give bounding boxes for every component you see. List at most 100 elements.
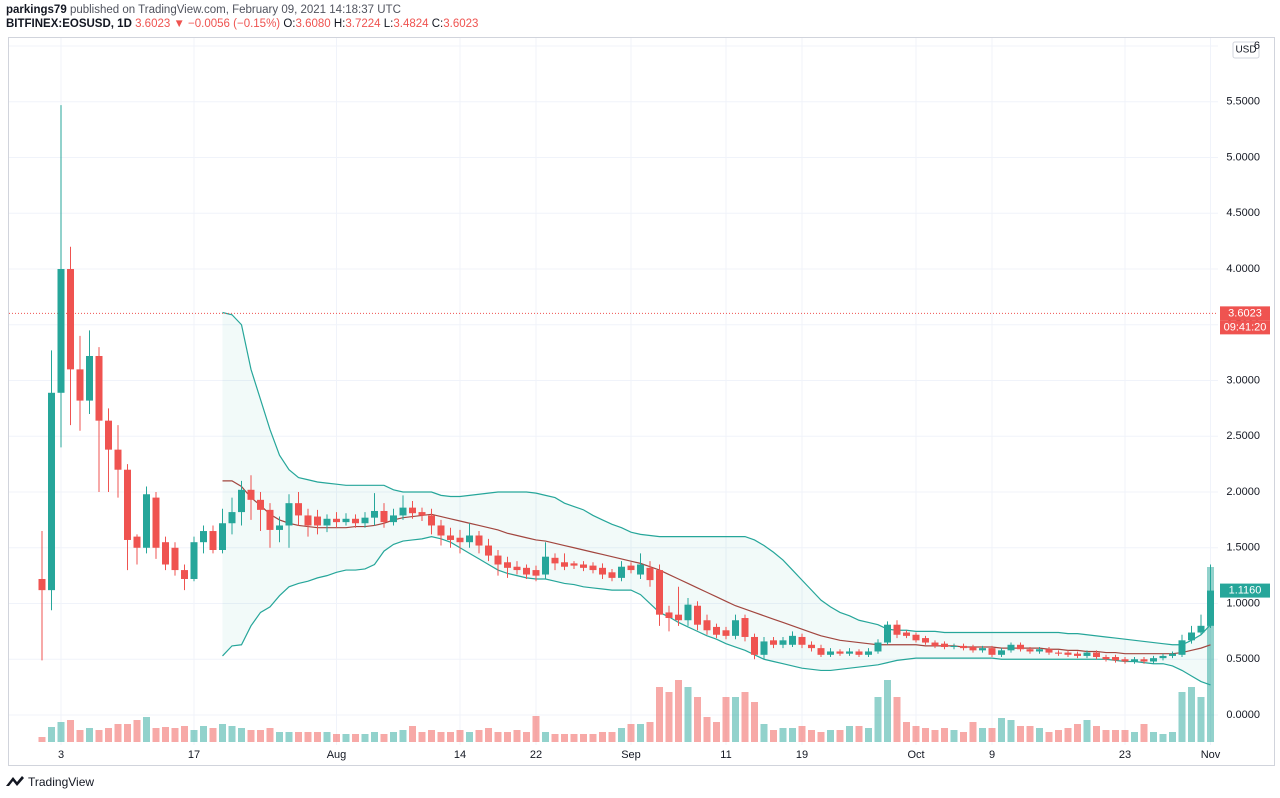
volume-bar	[1169, 732, 1176, 742]
x-tick-label: 17	[188, 749, 200, 761]
header-line: parkings79 published on TradingView.com,…	[6, 3, 478, 17]
candle-body	[1045, 649, 1053, 653]
candle-body	[1188, 632, 1195, 641]
volume-bar	[941, 728, 948, 742]
candle-body	[903, 632, 910, 636]
volume-bar	[1112, 730, 1119, 742]
candle-body	[599, 567, 606, 575]
candle-body	[399, 507, 407, 516]
volume-bar	[722, 697, 730, 742]
candle-body	[304, 515, 312, 526]
candle-body	[1102, 657, 1110, 660]
volume-bar	[152, 728, 160, 742]
price-badge	[1220, 306, 1270, 321]
volume-bar	[1026, 726, 1034, 742]
candle-body	[694, 605, 701, 625]
volume-bar	[323, 732, 331, 742]
volume-bar	[912, 726, 920, 742]
volume-bar	[247, 730, 255, 742]
candle-body	[257, 499, 264, 510]
candle-body	[741, 618, 749, 637]
volume-bar	[694, 697, 701, 742]
candle-body	[732, 620, 739, 636]
volume-bar	[209, 728, 217, 742]
candle-body	[447, 535, 454, 540]
candle-body	[323, 518, 331, 526]
candle-body	[314, 516, 321, 526]
candle-body	[48, 392, 55, 591]
candle-body	[1159, 655, 1167, 659]
volume-bar	[779, 728, 787, 742]
volume-bar	[675, 680, 682, 742]
volume-bar	[1188, 687, 1195, 742]
ohlc-value: 3.4824	[393, 18, 429, 30]
volume-bar	[1197, 697, 1205, 742]
volume-bar	[561, 734, 568, 742]
volume-bar	[371, 732, 378, 742]
candle-body	[209, 531, 217, 550]
volume-bar	[817, 732, 825, 742]
candle-body	[722, 630, 730, 636]
candle-body	[523, 567, 530, 575]
price-badge-label: 3.6023	[1228, 307, 1262, 319]
candle-body	[114, 449, 122, 470]
volume-bar	[219, 724, 226, 742]
volume-bar	[447, 732, 454, 742]
candle-body	[86, 355, 93, 401]
volume-bar	[418, 732, 426, 742]
published: published on TradingView.com, February 0…	[69, 4, 401, 16]
volume-bar	[86, 728, 93, 742]
candle-body	[437, 525, 445, 536]
x-tick-label: Oct	[907, 749, 924, 761]
volume-bar	[1093, 726, 1100, 742]
candle-body	[57, 269, 65, 393]
band-fill	[222, 312, 1211, 685]
volume-bar	[713, 722, 720, 742]
candle-body	[352, 518, 359, 524]
volume-bar	[409, 726, 416, 742]
candle-body	[485, 545, 492, 556]
volume-bar	[437, 732, 445, 742]
header: parkings79 published on TradingView.com,…	[6, 3, 478, 31]
volume-bar	[390, 732, 397, 742]
candle-body	[665, 612, 673, 619]
candle-body	[846, 651, 853, 654]
x-tick-label: 22	[530, 749, 542, 761]
last-price-label: 1.1160	[1229, 584, 1262, 596]
candle-body	[713, 626, 720, 635]
candle-body	[618, 566, 625, 578]
currency-button[interactable]	[1232, 41, 1260, 59]
candle-body	[684, 604, 692, 621]
y-tick-label: 0.0000	[1226, 709, 1260, 721]
candle-body	[333, 518, 340, 523]
volume-bar	[114, 724, 122, 742]
volume-bar	[627, 724, 635, 742]
volume-bar	[295, 732, 302, 742]
volume-bar	[228, 726, 236, 742]
volume-bar	[950, 730, 958, 742]
volume-bar	[494, 732, 502, 742]
candle-body	[798, 636, 806, 645]
volume-bar	[1178, 692, 1186, 742]
candle-body	[969, 647, 977, 651]
ohlc-value: 3.6080	[295, 18, 331, 30]
y-tick-label: 0.5000	[1226, 653, 1260, 665]
candle-body	[532, 570, 540, 576]
volume-bar	[171, 728, 179, 742]
volume-bar	[485, 728, 492, 742]
volume-bar	[513, 730, 521, 742]
candle-body	[504, 562, 511, 568]
volume-bar	[988, 728, 996, 742]
volume-bar	[741, 692, 749, 742]
volume-bar	[998, 718, 1005, 742]
volume-bar	[608, 732, 616, 742]
candle-body	[76, 369, 84, 401]
candle-body	[817, 648, 825, 655]
volume-bar	[133, 720, 141, 742]
ohlc-key: L:	[383, 18, 394, 30]
x-tick-label: Sep	[621, 749, 641, 761]
candle-body	[295, 503, 302, 516]
candle-body	[874, 642, 882, 652]
ohlc-value: 3.6023	[443, 18, 479, 30]
candle-body	[266, 509, 274, 530]
